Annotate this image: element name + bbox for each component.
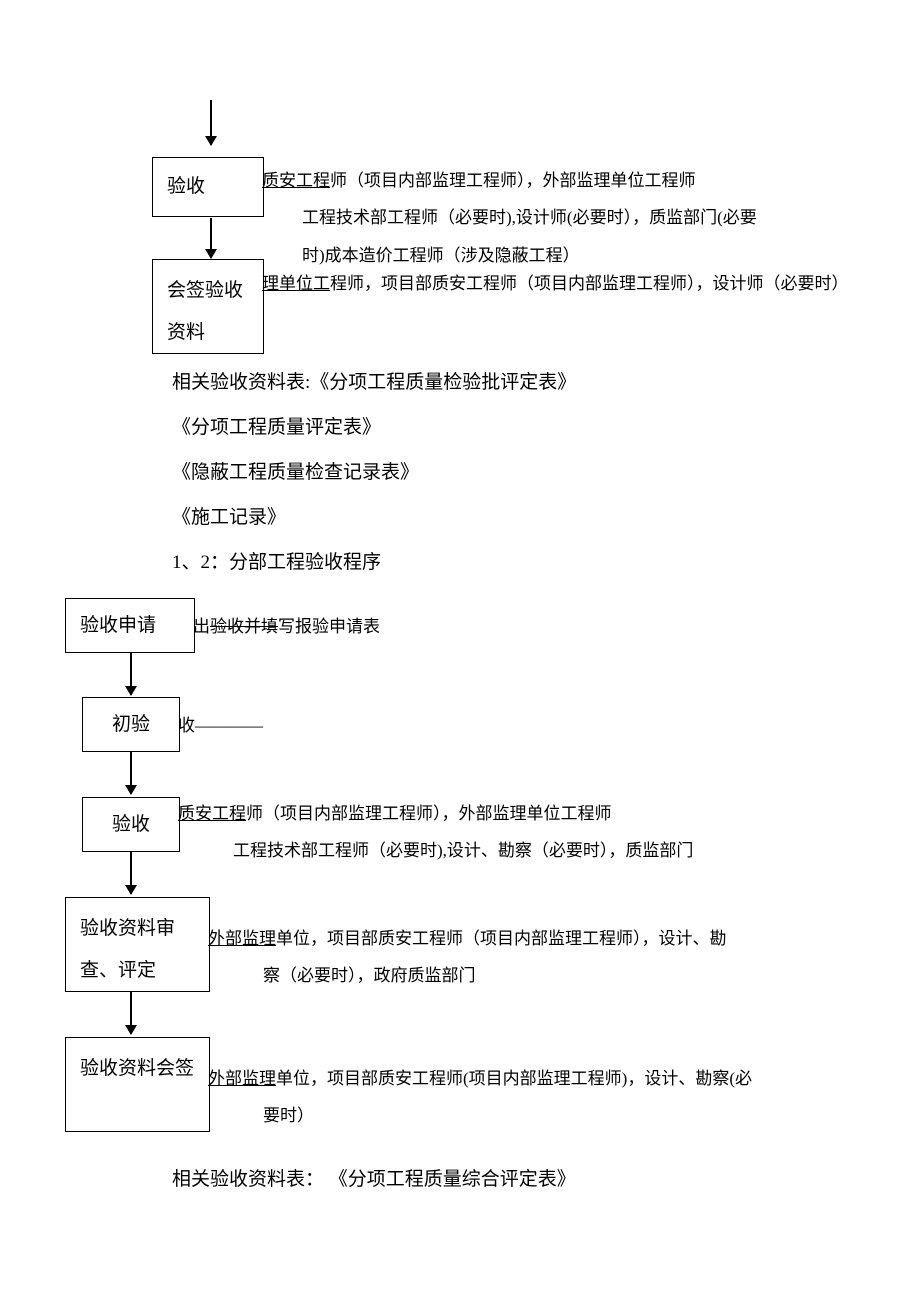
node-cosign-side: 外部监理单位，项目部质安工程师(项目内部监理工程师)，设计、勘察(必 要时） bbox=[208, 1060, 888, 1135]
txt-s8: 师（项目内部监理工程师），外部监理单位工程师 bbox=[246, 804, 612, 823]
txt-s6: 写报验申请表 bbox=[278, 617, 380, 636]
txt-s13: 要时） bbox=[208, 1106, 314, 1125]
node-accept-2-label: 验收 bbox=[112, 804, 150, 846]
txt-s9: 工程技术部工程师（必要时),设计、勘察（必要时），质监部门 bbox=[178, 841, 693, 860]
txt-s1: 师（项目内部监理工程师），外部监理单位工程师 bbox=[330, 171, 696, 190]
txt-s11: 察（必要时），政府质监部门 bbox=[208, 966, 476, 985]
txt-s10: 单位，项目部质安工程师（项目内部监理工程师），设计、勘 bbox=[276, 929, 727, 948]
node-initial-side: 收———— bbox=[178, 707, 818, 744]
node-initial: 初验 bbox=[82, 697, 180, 752]
body-line-1: 《分项工程质量评定表》 bbox=[172, 405, 381, 451]
txt-u3: 验收并填 bbox=[210, 617, 278, 636]
arrow-6 bbox=[130, 992, 132, 1034]
node-cosign-label: 验收资料会签 bbox=[80, 1048, 194, 1090]
body-line-4: 1、2：分部工程验收程序 bbox=[172, 540, 381, 586]
node-sign-1-side: 理单位工程师，项目部质安工程师（项目内部监理工程师），设计师（必要时） bbox=[262, 265, 902, 302]
node-cosign: 验收资料会签 bbox=[65, 1037, 210, 1132]
arrow-5 bbox=[130, 852, 132, 894]
arrow-3 bbox=[130, 653, 132, 695]
body-line-3: 《施工记录》 bbox=[172, 495, 286, 541]
node-review: 验收资料审查、评定 bbox=[65, 897, 210, 992]
node-review-side: 外部监理单位，项目部质安工程师（项目内部监理工程师），设计、勘 察（必要时），政… bbox=[208, 920, 888, 995]
node-accept-1: 验收 bbox=[152, 157, 264, 217]
txt-u6: 外部监理 bbox=[208, 1069, 276, 1088]
node-accept-2: 验收 bbox=[82, 797, 180, 852]
txt-s2: 工程技术部工程师（必要时),设计师(必要时），质监部门(必要 bbox=[262, 208, 757, 227]
node-apply-label: 验收申请 bbox=[80, 605, 156, 647]
arrow-2 bbox=[210, 218, 212, 258]
node-review-label: 验收资料审查、评定 bbox=[80, 908, 195, 992]
txt-u5: 外部监理 bbox=[208, 929, 276, 948]
arrow-1 bbox=[210, 100, 212, 145]
node-initial-label: 初验 bbox=[112, 704, 150, 746]
txt-s3: 时)成本造价工程师（涉及隐蔽工程） bbox=[262, 246, 580, 265]
final-text: 相关验收资料表： 《分项工程质量综合评定表》 bbox=[172, 1157, 576, 1203]
body-line-2: 《隐蔽工程质量检查记录表》 bbox=[172, 450, 419, 496]
node-apply: 验收申请 bbox=[65, 598, 195, 653]
node-apply-side: 出验收并填写报验申请表 bbox=[193, 608, 833, 645]
node-sign-1: 会签验收资料 bbox=[152, 259, 264, 354]
txt-u4: 质安工程 bbox=[178, 804, 246, 823]
node-accept-2-side: 质安工程师（项目内部监理工程师），外部监理单位工程师 工程技术部工程师（必要时)… bbox=[178, 795, 878, 870]
txt-s7: 收 bbox=[178, 716, 195, 735]
body-line-0: 相关验收资料表:《分项工程质量检验批评定表》 bbox=[172, 360, 576, 406]
txt-s5: 出 bbox=[193, 617, 210, 636]
txt-dash: ———— bbox=[195, 716, 263, 735]
node-sign-1-label: 会签验收资料 bbox=[167, 270, 249, 354]
txt-u1: 质安工程 bbox=[262, 171, 330, 190]
node-accept-1-side: 质安工程师（项目内部监理工程师），外部监理单位工程师 工程技术部工程师（必要时)… bbox=[262, 162, 882, 274]
txt-s4: 程师，项目部质安工程师（项目内部监理工程师），设计师（必要时） bbox=[330, 274, 849, 293]
arrow-4 bbox=[130, 752, 132, 794]
txt-u2: 理单位工 bbox=[262, 274, 330, 293]
node-accept-1-label: 验收 bbox=[167, 166, 205, 208]
txt-s12: 单位，项目部质安工程师(项目内部监理工程师)，设计、勘察(必 bbox=[276, 1069, 752, 1088]
